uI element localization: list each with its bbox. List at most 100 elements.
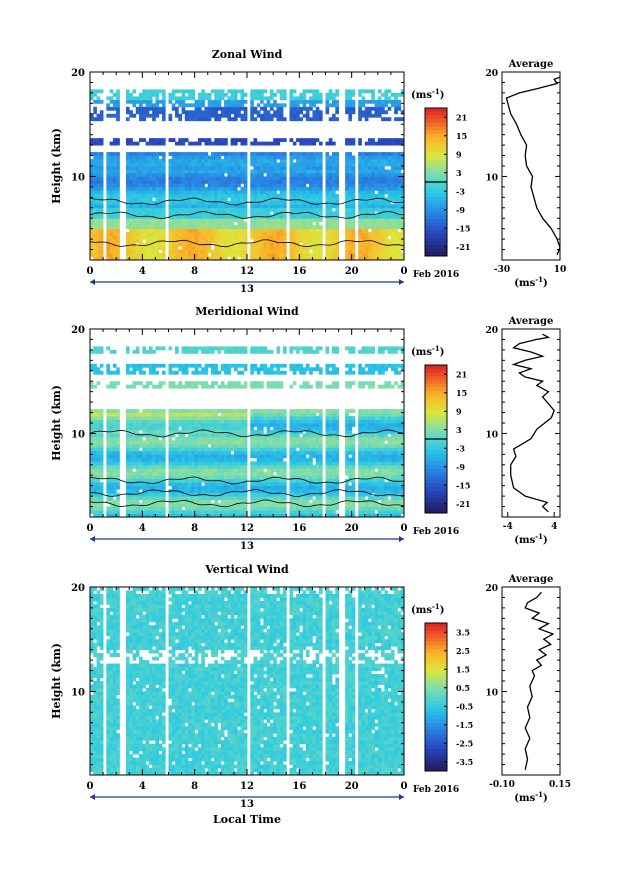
heatmap-cell (299, 200, 303, 205)
heatmap-cell (145, 482, 150, 487)
heatmap-cell (220, 513, 225, 518)
heatmap-cell (90, 235, 94, 240)
heatmap-cell (214, 256, 218, 261)
heatmap-cell (207, 106, 212, 111)
heatmap-cell (243, 179, 248, 184)
heatmap-cell (348, 176, 353, 181)
heatmap-cell (139, 367, 143, 372)
heatmap-cell (394, 99, 398, 104)
heatmap-cell (161, 204, 166, 209)
heatmap-cell (296, 176, 300, 181)
heatmap-cell (371, 99, 375, 104)
heatmap-cell (197, 141, 202, 146)
heatmap-cell (155, 113, 160, 118)
heatmap-cell (214, 510, 218, 514)
x-tick-label: 0 (87, 266, 94, 277)
heatmap-cell (109, 239, 114, 243)
heatmap-cell (142, 152, 146, 156)
heatmap-cell (351, 246, 356, 250)
heatmap-cell (351, 211, 356, 216)
heatmap-cell (318, 92, 323, 97)
heatmap-cell (135, 190, 140, 195)
heatmap-cell (109, 176, 114, 181)
heatmap-cell (332, 113, 336, 118)
heatmap-cell (289, 89, 294, 94)
heatmap-cell (148, 197, 153, 202)
heatmap-cell (224, 204, 228, 209)
heatmap-cell (191, 186, 196, 191)
heatmap-cell (250, 228, 254, 233)
heatmap-cells (90, 89, 405, 261)
heatmap-cell (184, 450, 189, 455)
heatmap-cell (220, 468, 225, 473)
heatmap-cell (292, 228, 297, 233)
heatmap-cell (211, 235, 215, 240)
heatmap-cell (371, 193, 375, 198)
heatmap-cell (191, 381, 196, 386)
heatmap-cell (152, 141, 156, 146)
heatmap-cell (224, 433, 228, 438)
heatmap-cell (296, 166, 300, 170)
heatmap-cell (129, 166, 133, 170)
heatmap-cell (230, 166, 235, 170)
heatmap-cell (364, 214, 369, 219)
heatmap-cell (168, 249, 173, 254)
heatmap-cell (158, 482, 163, 487)
heatmap-cell (112, 457, 117, 462)
heatmap-cell (125, 221, 130, 226)
heatmap-cell (233, 429, 238, 434)
heatmap-cell (112, 106, 117, 111)
heatmap-cell (201, 450, 205, 455)
heatmap-cell (155, 253, 160, 257)
heatmap-cell (211, 103, 215, 108)
heatmap-cell (214, 499, 218, 504)
heatmap-cell (230, 225, 235, 230)
heatmap-cell (348, 211, 353, 216)
heatmap-cell (197, 103, 202, 108)
heatmap-cell (211, 221, 215, 226)
heatmap-cell (371, 190, 375, 195)
heatmap-cell (155, 485, 160, 490)
heatmap-cell (96, 228, 101, 233)
heatmap-cell (273, 197, 277, 202)
heatmap-cell (194, 499, 199, 504)
heatmap-cell (168, 503, 173, 507)
heatmap-cell (273, 218, 277, 223)
heatmap-cell (260, 183, 264, 188)
heatmap-cell (106, 506, 111, 511)
heatmap-cell (204, 152, 209, 156)
heatmap-cell (197, 172, 202, 177)
heatmap-cell (381, 228, 385, 233)
heatmap-cell (276, 204, 281, 209)
heatmap-cell (93, 367, 97, 372)
heatmap-cell (152, 492, 156, 497)
heatmap-cell (155, 138, 160, 143)
heatmap-cell (188, 253, 192, 257)
heatmap-cell (204, 416, 209, 420)
heatmap-cell (390, 211, 395, 216)
heatmap-cell (161, 475, 166, 480)
heatmap-cell (250, 235, 254, 240)
heatmap-cell (132, 228, 137, 233)
heatmap-cell (188, 464, 192, 469)
heatmap-cell (135, 197, 140, 202)
heatmap-cell (325, 103, 330, 108)
heatmap-cell (211, 384, 215, 389)
colorbar-segment (425, 185, 447, 190)
heatmap-cell (381, 141, 385, 146)
heatmap-cell (361, 110, 366, 115)
heatmap-cell (93, 207, 97, 212)
heatmap-cell (116, 482, 120, 487)
heatmap-cell (296, 110, 300, 115)
heatmap-cell (161, 468, 166, 473)
heatmap-cell (148, 485, 153, 490)
heatmap-cell (289, 242, 294, 247)
heatmap-cell (171, 197, 176, 202)
heatmap-cell (204, 239, 209, 243)
heatmap-cell (152, 349, 156, 354)
heatmap-cell (309, 190, 313, 195)
heatmap-cell (381, 176, 385, 181)
colorbar-segment (425, 222, 447, 227)
heatmap-cell (168, 186, 173, 191)
heatmap-cell (168, 166, 173, 170)
